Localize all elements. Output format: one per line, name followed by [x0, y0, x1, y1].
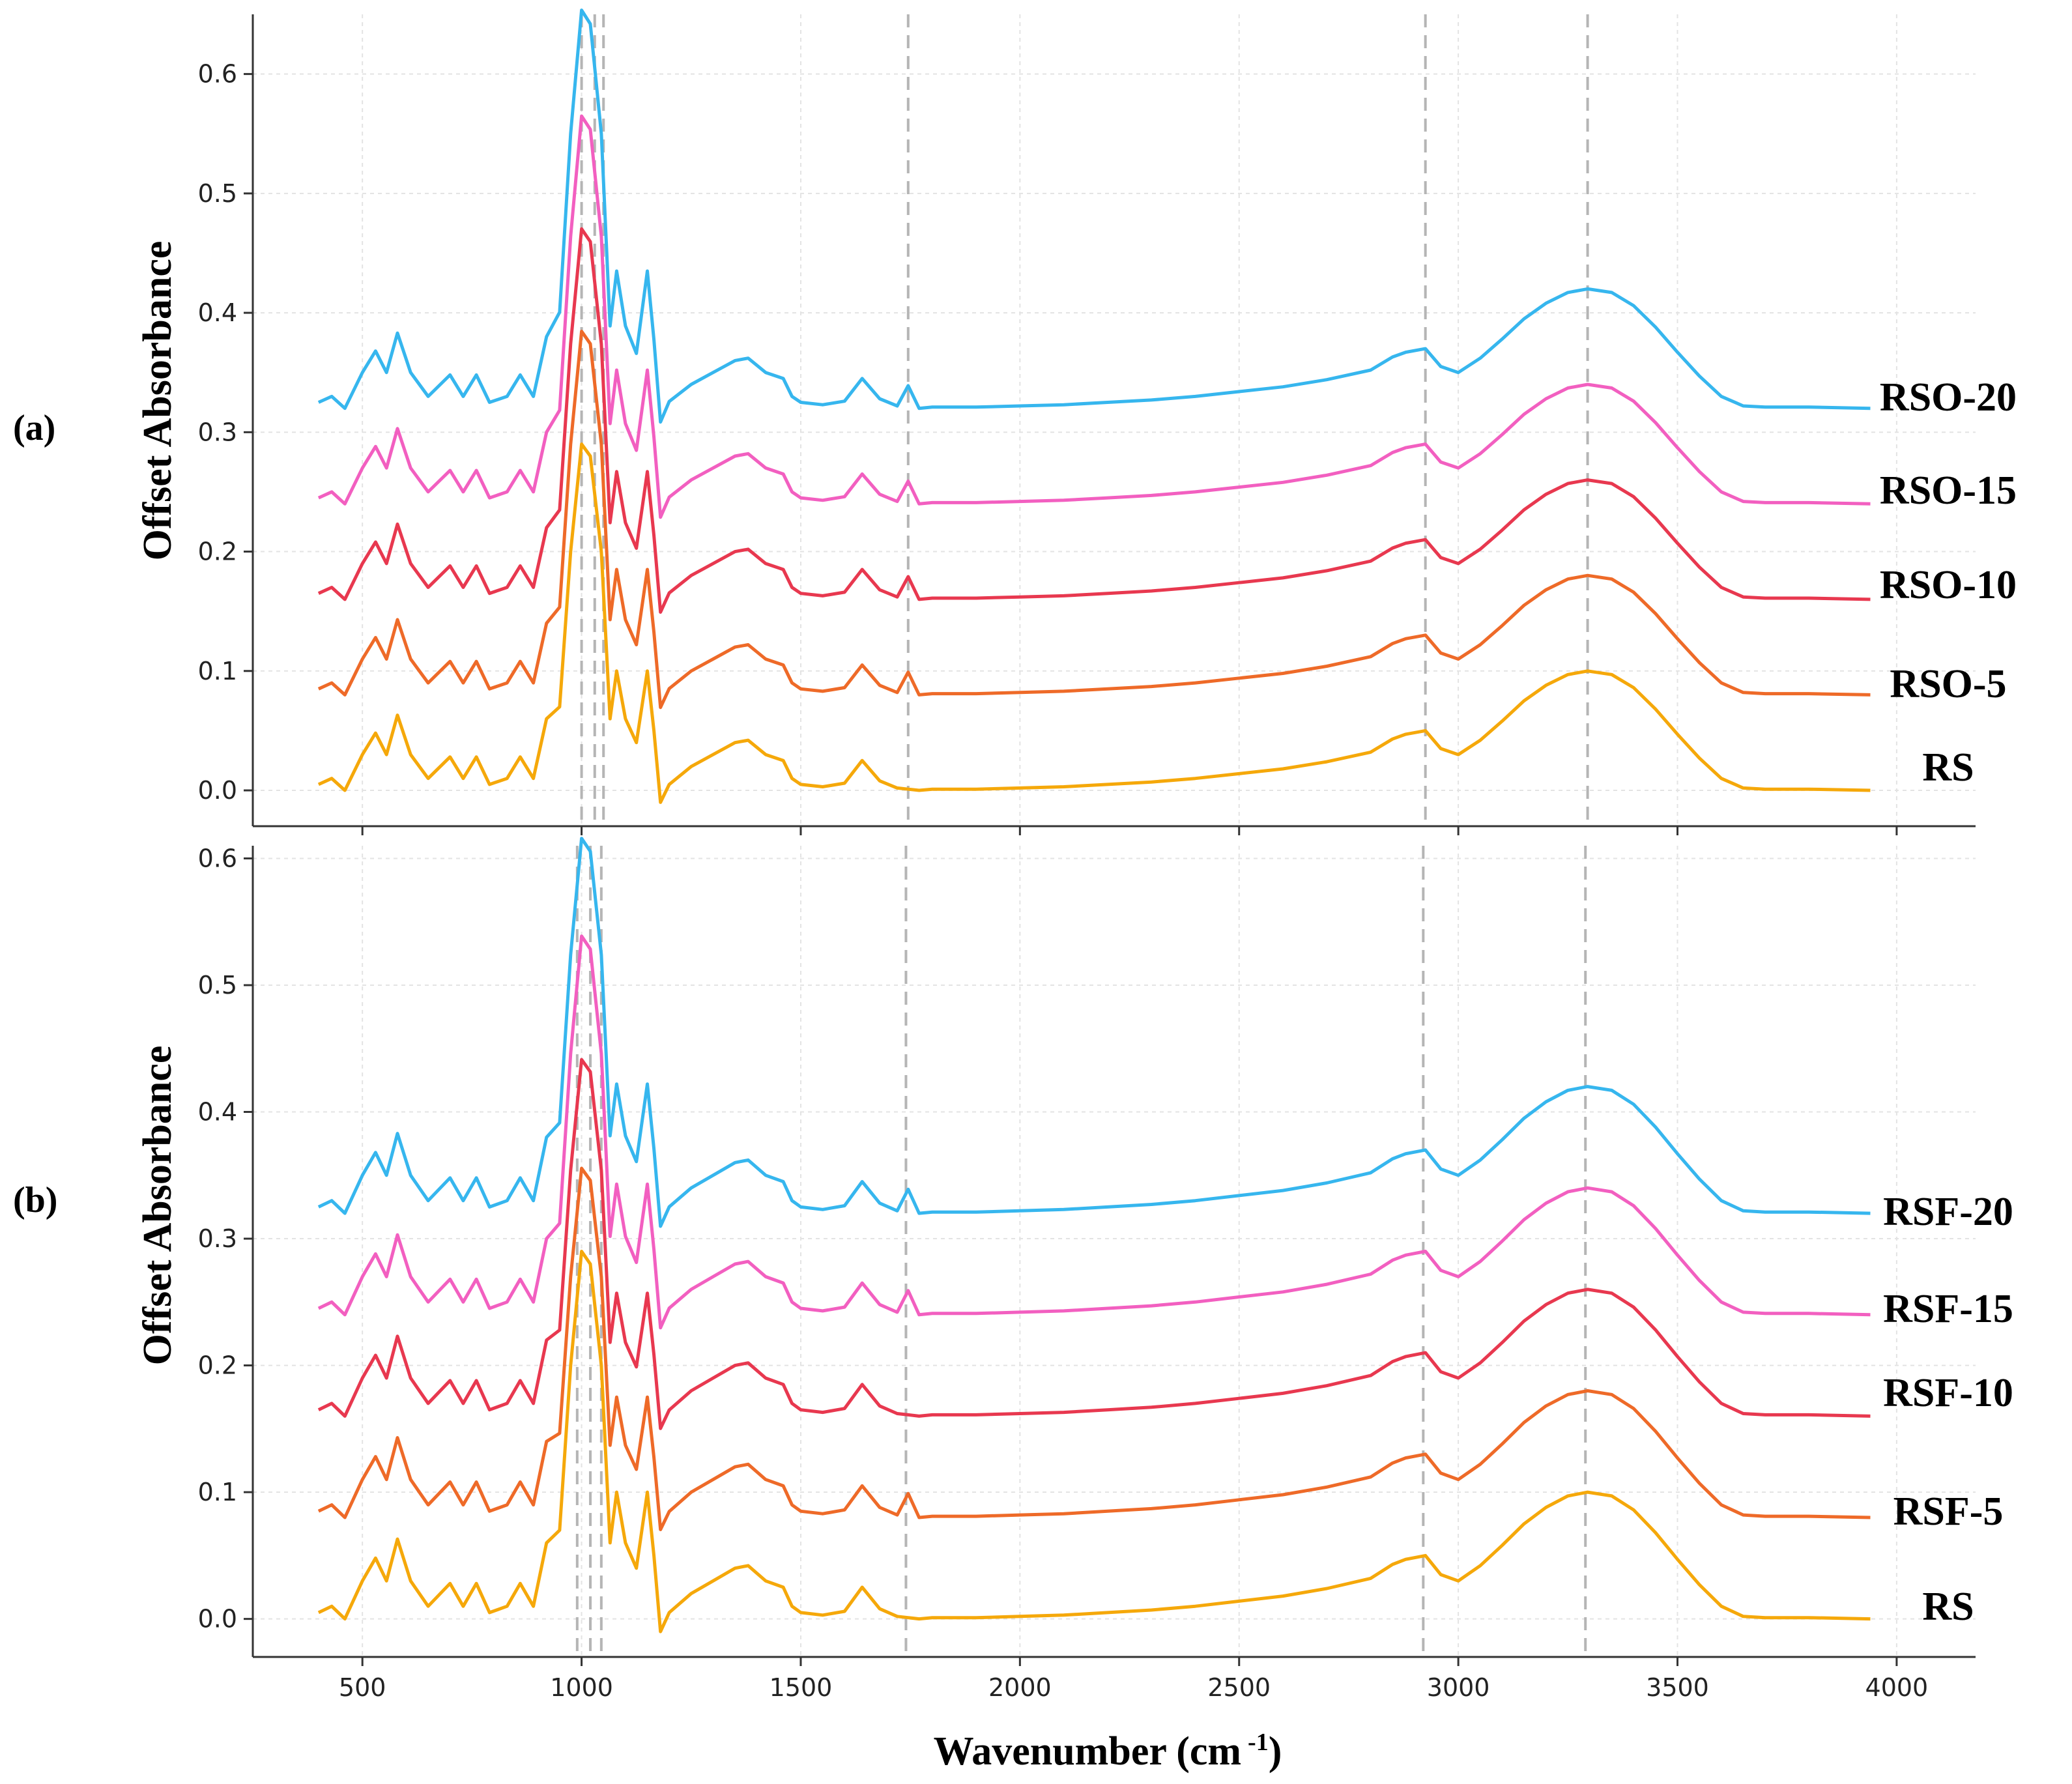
series-line-rsf-15	[317, 934, 1871, 1330]
y-tick-label: 0.0	[198, 1605, 237, 1633]
panel-label: (b)	[13, 1180, 57, 1220]
reference-lines	[580, 14, 1589, 826]
series-lines	[317, 8, 1871, 804]
y-tick-label: 0.3	[198, 418, 237, 446]
series-label: RSF-15	[1883, 1287, 2013, 1331]
y-tick-label: 0.5	[198, 179, 237, 208]
y-tick-label: 0.4	[198, 1098, 237, 1127]
x-tick-label: 500	[339, 1673, 386, 1702]
series-line-rsf-10	[317, 1057, 1871, 1430]
series-line-rso-20	[317, 8, 1871, 424]
y-tick-label: 0.6	[198, 844, 237, 872]
x-axis-label: Wavenumber (cm -1)	[934, 1729, 1282, 1774]
x-tick-label: 2500	[1207, 1673, 1271, 1702]
series-line-rs	[317, 1250, 1871, 1633]
x-tick-label: 1500	[770, 1673, 833, 1702]
series-label: RSF-5	[1893, 1489, 2004, 1534]
y-tick-label: 0.6	[198, 60, 237, 89]
x-tick-label: 1000	[550, 1673, 613, 1702]
x-tick-label: 2000	[988, 1673, 1052, 1702]
y-tick-label: 0.4	[198, 298, 237, 327]
y-tick-label: 0.2	[198, 538, 237, 566]
reference-lines	[575, 846, 1587, 1657]
y-tick-label: 0.5	[198, 971, 237, 1000]
series-line-rsf-5	[317, 1166, 1871, 1531]
y-tick-label: 0.1	[198, 657, 237, 685]
series-label: RSO-15	[1880, 468, 2017, 513]
y-tick-label: 0.1	[198, 1478, 237, 1506]
series-label: RSO-5	[1890, 662, 2006, 706]
series-label: RSF-20	[1883, 1190, 2013, 1234]
x-tick-label: 4000	[1865, 1673, 1929, 1702]
series-line-rso-15	[317, 114, 1871, 519]
y-tick-label: 0.0	[198, 776, 237, 805]
y-tick-label: 0.2	[198, 1351, 237, 1380]
series-label: RS	[1922, 745, 1974, 790]
panel-a: 0.0 0.1 0.2 0.3 0.4 0.5 0.6 Offset Absorbance (a…	[13, 8, 2017, 835]
x-tick-label: 3500	[1646, 1673, 1709, 1702]
grid	[253, 14, 1976, 826]
y-axis-label: Offset Absorbance	[136, 1046, 180, 1366]
series-line-rs	[317, 442, 1871, 804]
series-label: RSO-10	[1880, 563, 2017, 607]
y-axis-label: Offset Absorbance	[136, 241, 180, 561]
panel-label: (a)	[13, 408, 55, 448]
series-line-rso-10	[317, 227, 1871, 614]
series-label: RS	[1922, 1585, 1974, 1629]
series-lines	[317, 837, 1871, 1633]
series-line-rsf-20	[317, 837, 1871, 1228]
series-line-rso-5	[317, 330, 1871, 710]
series-label: RSF-10	[1883, 1371, 2013, 1415]
x-tick-label: 3000	[1427, 1673, 1490, 1702]
panel-b: 0.0 0.1 0.2 0.3 0.4 0.5 0.6 500 1000 1500 2000 2500…	[13, 837, 2013, 1702]
series-label: RSO-20	[1880, 375, 2017, 420]
grid	[253, 846, 1976, 1657]
y-tick-label: 0.3	[198, 1224, 237, 1253]
